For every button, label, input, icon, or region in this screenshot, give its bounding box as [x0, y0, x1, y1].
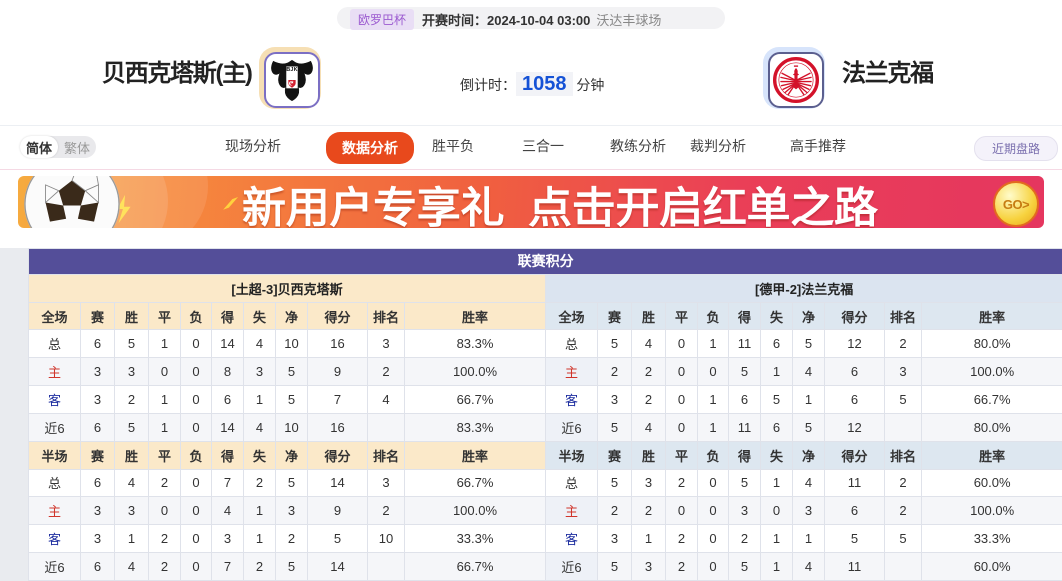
svg-text:1903: 1903: [287, 90, 297, 95]
svg-text:BJK: BJK: [286, 67, 297, 73]
